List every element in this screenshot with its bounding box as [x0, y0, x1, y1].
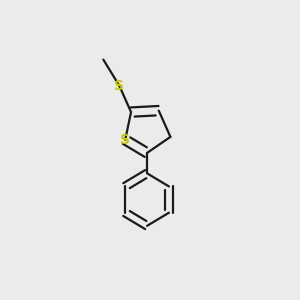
- Text: S: S: [114, 79, 124, 93]
- Text: S: S: [120, 133, 130, 147]
